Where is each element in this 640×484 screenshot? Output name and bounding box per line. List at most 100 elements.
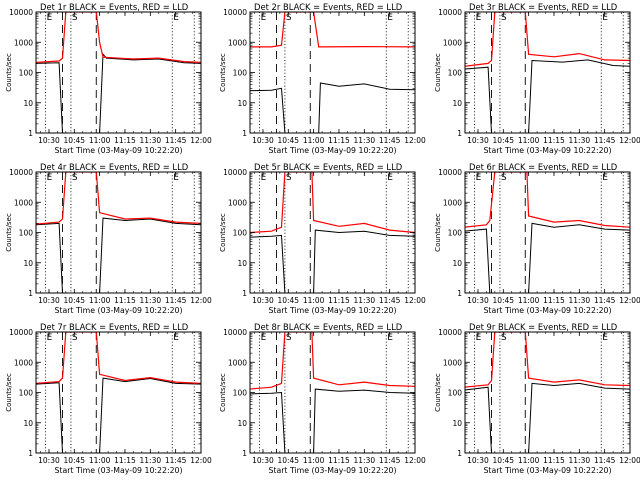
series-events-line (465, 59, 630, 133)
panel-title: Det 2r BLACK = Events, RED = LLD (254, 2, 402, 12)
x-tick-label: 10:30 (252, 296, 274, 305)
x-axis-label: Start Time (03-May-09 10:22:20) (483, 466, 611, 475)
y-axis-label: Counts/sec (5, 373, 13, 412)
x-tick-label: 10:45 (277, 456, 299, 465)
series-lld-line (36, 332, 201, 384)
x-tick-label: 11:00 (89, 456, 111, 465)
y-axis-label: Counts/sec (434, 373, 442, 412)
x-tick-label: 11:45 (165, 136, 187, 145)
x-tick-label: 10:45 (63, 296, 85, 305)
y-tick-label: 10 (237, 259, 247, 268)
plot-frame (464, 331, 631, 454)
series-lld-line (250, 172, 415, 234)
y-tick-label: 1000 (228, 38, 247, 47)
series-lld-line (250, 332, 415, 390)
x-tick-label: 11:45 (165, 296, 187, 305)
plot-frame (35, 331, 202, 454)
y-tick-label: 1000 (228, 358, 247, 367)
y-tick-label: 1 (242, 289, 247, 298)
y-tick-label: 1 (457, 289, 462, 298)
y-tick-label: 10000 (223, 328, 247, 337)
plot-frame (35, 171, 202, 294)
marker-label-s: S (501, 333, 507, 343)
panel-title: Det 5r BLACK = Events, RED = LLD (254, 162, 402, 172)
marker-label-e: E (476, 13, 482, 23)
x-tick-label: 11:45 (379, 136, 401, 145)
x-tick-label: 12:00 (619, 456, 640, 465)
plot-frame (35, 11, 202, 134)
y-tick-label: 10000 (9, 328, 33, 337)
x-axis-label: Start Time (03-May-09 10:22:20) (54, 466, 182, 475)
x-axis-label: Start Time (03-May-09 10:22:20) (483, 146, 611, 155)
x-tick-label: 11:45 (379, 296, 401, 305)
marker-label-s: S (286, 333, 292, 343)
x-tick-label: 11:30 (569, 456, 591, 465)
x-tick-label: 10:30 (467, 456, 489, 465)
y-axis-label: Counts/sec (219, 213, 227, 252)
y-tick-label: 100 (19, 69, 34, 78)
marker-label-e: E (602, 173, 608, 183)
x-tick-label: 11:15 (114, 136, 136, 145)
y-tick-label: 1 (28, 289, 33, 298)
y-tick-label: 1000 (14, 38, 33, 47)
y-tick-label: 1000 (443, 38, 462, 47)
x-tick-label: 12:00 (190, 296, 212, 305)
x-tick-label: 10:30 (38, 136, 60, 145)
y-tick-label: 10 (452, 419, 462, 428)
y-tick-label: 1000 (14, 198, 33, 207)
x-tick-label: 11:30 (569, 136, 591, 145)
series-events-line (36, 377, 201, 453)
y-tick-label: 1000 (228, 198, 247, 207)
marker-label-e: E (261, 333, 267, 343)
x-tick-label: 11:00 (518, 296, 540, 305)
x-tick-label: 11:15 (543, 136, 565, 145)
marker-label-e: E (173, 13, 179, 23)
x-tick-label: 11:30 (354, 136, 376, 145)
marker-label-s: S (501, 173, 507, 183)
x-tick-label: 11:00 (89, 136, 111, 145)
panel-title: Det 1r BLACK = Events, RED = LLD (40, 2, 188, 12)
x-tick-label: 11:15 (328, 456, 350, 465)
x-tick-label: 10:30 (467, 296, 489, 305)
series-events-line (250, 388, 415, 453)
marker-label-e: E (173, 173, 179, 183)
panel-title: Det 4r BLACK = Events, RED = LLD (40, 162, 188, 172)
y-tick-label: 1 (28, 449, 33, 458)
x-tick-label: 10:45 (492, 296, 514, 305)
y-tick-label: 10000 (9, 168, 33, 177)
panel-title: Det 8r BLACK = Events, RED = LLD (254, 322, 402, 332)
y-tick-label: 10 (23, 259, 33, 268)
y-tick-label: 1 (242, 129, 247, 138)
x-tick-label: 11:45 (594, 136, 616, 145)
series-lld-line (36, 12, 201, 63)
x-tick-label: 10:45 (492, 136, 514, 145)
y-tick-label: 100 (233, 69, 248, 78)
series-events-line (465, 222, 630, 293)
x-tick-label: 11:00 (303, 296, 325, 305)
x-tick-label: 11:15 (543, 456, 565, 465)
y-tick-label: 10000 (438, 8, 462, 17)
y-tick-label: 100 (233, 229, 248, 238)
series-events-line (36, 217, 201, 293)
x-axis-label: Start Time (03-May-09 10:22:20) (54, 306, 182, 315)
x-tick-label: 11:30 (140, 456, 162, 465)
x-tick-label: 11:30 (140, 136, 162, 145)
x-tick-label: 11:45 (594, 296, 616, 305)
plot-frame (464, 171, 631, 294)
y-tick-label: 10 (237, 99, 247, 108)
x-axis-label: Start Time (03-May-09 10:22:20) (268, 306, 396, 315)
marker-label-e: E (476, 173, 482, 183)
marker-label-e: E (602, 333, 608, 343)
series-lld-line (36, 172, 201, 225)
x-tick-label: 11:15 (328, 296, 350, 305)
marker-label-e: E (387, 13, 393, 23)
plot-frame (464, 11, 631, 134)
x-tick-label: 11:15 (328, 136, 350, 145)
x-axis-label: Start Time (03-May-09 10:22:20) (268, 146, 396, 155)
marker-label-e: E (173, 333, 179, 343)
